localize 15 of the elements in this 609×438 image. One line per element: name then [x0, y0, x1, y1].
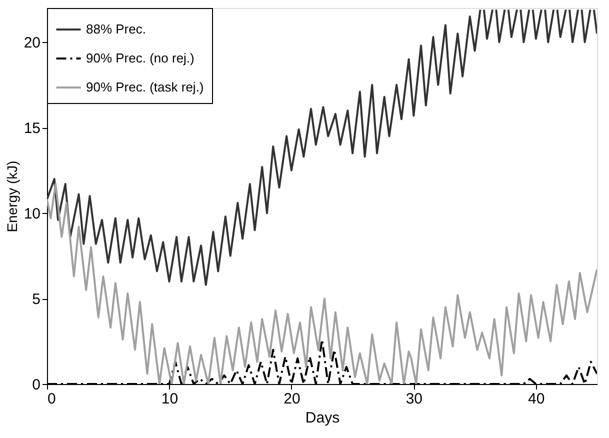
y-tick-label: 0 [32, 376, 40, 394]
x-tick-label: 40 [528, 390, 545, 408]
y-tick-label: 20 [24, 34, 40, 52]
y-tick-label: 5 [32, 291, 40, 308]
y-tick-label: 10 [24, 206, 40, 223]
x-tick-label: 10 [161, 390, 178, 408]
legend-label: 90% Prec. (no rej.) [86, 50, 194, 66]
x-tick-label: 0 [48, 390, 56, 408]
x-tick-label: 30 [406, 390, 423, 408]
legend-label: 88% Prec. [86, 22, 146, 36]
y-axis-title: Energy (kJ) [4, 160, 20, 232]
x-tick-label: 20 [284, 390, 300, 408]
x-axis-title: Days [305, 410, 340, 426]
y-tick-label: 15 [24, 120, 40, 138]
legend-label: 90% Prec. (task rej.) [86, 80, 204, 94]
